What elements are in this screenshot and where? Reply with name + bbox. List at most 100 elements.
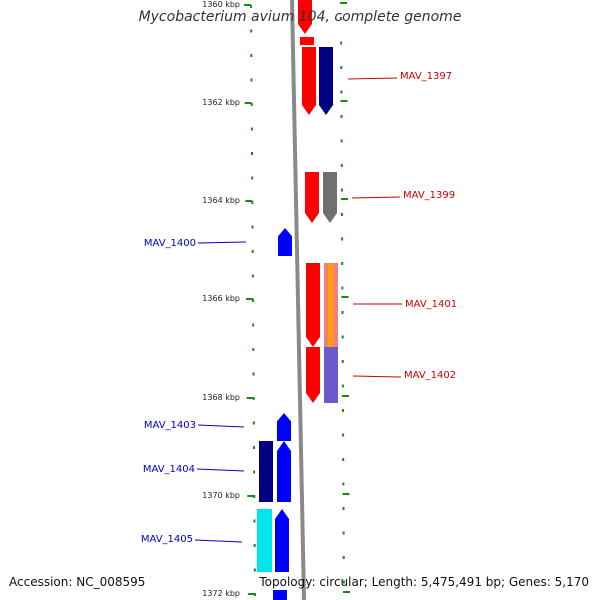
right-guide-dot (341, 237, 344, 241)
left-guide-dot (252, 323, 255, 327)
right-guide-dot (341, 335, 344, 339)
genome-title: Mycobacterium avium 104, complete genome (138, 9, 462, 25)
gene-label-mav-1399[interactable]: MAV_1399 (403, 190, 455, 201)
gene-box-mav-1405[interactable] (257, 509, 272, 572)
scale-label: 1372 kbp (202, 589, 240, 598)
left-guide-dot (253, 519, 256, 523)
scale-tick (245, 298, 253, 300)
scale-tick-right (340, 100, 348, 102)
scale-tick-right (341, 296, 349, 298)
genome-backbone (290, 0, 306, 600)
gene-label-mav-1397[interactable]: MAV_1397 (400, 71, 452, 82)
left-guide-dot (251, 201, 254, 204)
scale-tick-right (341, 198, 348, 200)
right-guide-dot (341, 286, 344, 290)
scale-tick-right (340, 2, 348, 4)
left-guide-dot (252, 421, 255, 425)
leader-line-mav-1400 (197, 241, 247, 244)
scale-tick-right (341, 395, 349, 397)
right-guide-dot (341, 409, 344, 412)
gene-fragment[interactable] (300, 37, 314, 45)
right-guide-dot (340, 66, 343, 69)
gene-arrow-mav-1399-b[interactable] (323, 172, 337, 223)
right-guide-dot (340, 188, 343, 192)
left-guide-dot (250, 78, 253, 82)
right-guide-dot (342, 507, 345, 510)
gene-arrow-mav-1400[interactable] (278, 228, 292, 256)
leader-line-mav-1405 (194, 539, 243, 543)
left-guide-dot (251, 250, 254, 253)
left-guide-dot (250, 127, 253, 131)
left-guide-dot (252, 446, 255, 449)
left-guide-dot (251, 299, 254, 302)
left-guide-dot (251, 152, 254, 155)
right-guide-dot (342, 433, 345, 437)
left-guide-dot (251, 225, 254, 229)
scale-label: 1362 kbp (202, 98, 240, 107)
gene-label-mav-1401[interactable]: MAV_1401 (405, 299, 457, 310)
leader-line-mav-1397 (347, 77, 398, 80)
gene-arrow-mav-1405-b[interactable] (275, 509, 289, 572)
gene-arrow-mav-1397[interactable] (302, 47, 316, 115)
right-guide-dot (340, 17, 343, 20)
scale-label: 1364 kbp (202, 196, 240, 205)
scale-tick (247, 593, 255, 595)
scale-label: 1366 kbp (202, 294, 240, 303)
accession-text: Accession: NC_008595 (9, 575, 146, 589)
scale-tick-right (342, 493, 350, 495)
right-guide-dot (341, 311, 344, 314)
gene-arrow-mav-1403[interactable] (277, 413, 291, 441)
gene-box-mav-1404[interactable] (259, 441, 273, 502)
scale-tick (246, 397, 254, 399)
left-guide-dot (253, 544, 256, 547)
gene-label-mav-1400[interactable]: MAV_1400 (144, 238, 196, 249)
gene-arrow-partial[interactable] (298, 0, 312, 34)
right-guide-dot (342, 458, 345, 461)
gene-label-mav-1403[interactable]: MAV_1403 (144, 420, 196, 431)
scale-tick (244, 4, 252, 6)
scale-tick (247, 495, 255, 497)
right-guide-dot (342, 482, 345, 486)
gene-arrow-mav-1402[interactable] (306, 347, 320, 403)
gene-arrow-mav-1397-b[interactable] (319, 47, 333, 115)
gene-arrow-mav-1399[interactable] (305, 172, 319, 223)
right-guide-dot (342, 531, 345, 535)
left-guide-dot (252, 372, 255, 376)
leader-line-mav-1404 (196, 468, 245, 472)
left-guide-dot (250, 54, 253, 57)
right-guide-dot (340, 41, 343, 45)
left-guide-dot (253, 568, 256, 572)
scale-label: 1370 kbp (202, 491, 240, 500)
scale-tick (245, 200, 253, 202)
right-guide-dot (342, 556, 345, 559)
leader-line-mav-1402 (352, 375, 402, 378)
left-guide-dot (250, 103, 253, 106)
gene-arrow-mav-1401[interactable] (306, 263, 320, 347)
gene-label-mav-1402[interactable]: MAV_1402 (404, 370, 456, 381)
right-guide-dot (340, 90, 343, 94)
right-guide-dot (340, 139, 343, 143)
gene-arrow-mav-1404-b[interactable] (277, 441, 291, 502)
right-guide-dot (342, 580, 345, 584)
right-guide-dot (340, 115, 343, 118)
left-guide-dot (251, 176, 254, 180)
leader-line-mav-1403 (197, 424, 245, 428)
gene-label-mav-1405[interactable]: MAV_1405 (141, 534, 193, 545)
scale-tick-right (342, 591, 350, 593)
leader-line-mav-1399 (351, 196, 401, 199)
topology-text: Topology: circular; Length: 5,475,491 bp… (259, 575, 589, 589)
right-guide-dot (341, 384, 344, 388)
gene-box-mav-1402-b[interactable] (324, 347, 338, 403)
scale-label: 1360 kbp (202, 0, 240, 9)
left-guide-dot (251, 274, 254, 278)
right-guide-dot (341, 262, 344, 265)
gene-fragment-bottom[interactable] (273, 590, 287, 600)
right-guide-dot (341, 213, 344, 216)
left-guide-dot (250, 29, 253, 33)
gene-box-mav-1401-stripe[interactable] (328, 263, 333, 347)
scale-label: 1368 kbp (202, 393, 240, 402)
right-guide-dot (340, 164, 343, 167)
gene-label-mav-1404[interactable]: MAV_1404 (143, 464, 195, 475)
